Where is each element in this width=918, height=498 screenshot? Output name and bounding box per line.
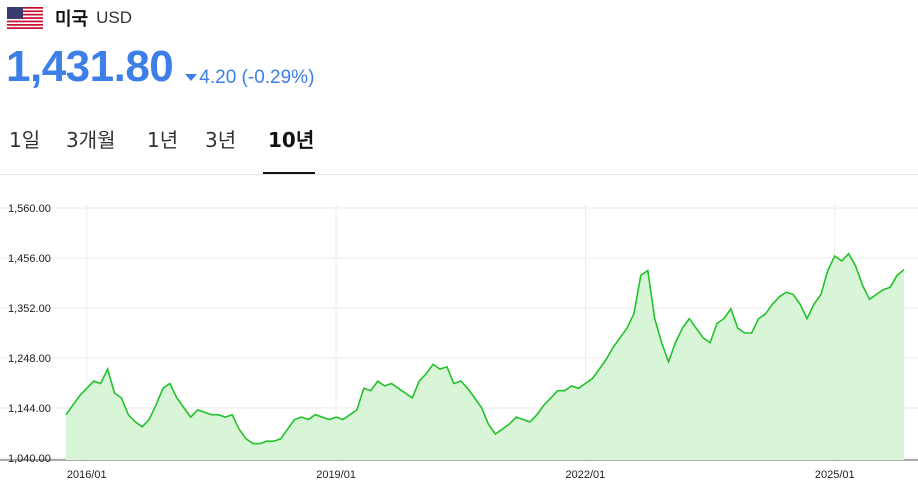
country-label: 미국 [55, 9, 89, 30]
tab-3-months[interactable]: 3개월 [66, 128, 116, 152]
current-price: 1,431.80 [6, 42, 174, 91]
exchange-rate-chart[interactable]: 1,560.00 1,456.00 1,352.00 1,248.00 1,144.00… [0, 190, 918, 495]
y-tick-label: 1,040.00 [8, 453, 51, 465]
us-flag-icon [7, 7, 43, 29]
currency-header: 미국 USD [7, 4, 132, 32]
tab-3-years[interactable]: 3년 [205, 128, 237, 152]
y-tick-label: 1,352.00 [8, 303, 51, 315]
down-triangle-icon [185, 74, 198, 81]
chart-area-fill [66, 253, 904, 460]
tab-1-year[interactable]: 1년 [147, 128, 179, 152]
quote-row: 1,431.80 4.20 (-0.29%) [6, 42, 314, 92]
chart-series-line [65, 252, 905, 445]
period-tabs: 1일 3개월 1년 3년 10년 [0, 118, 918, 174]
x-tick-label: 2019/01 [316, 469, 356, 481]
y-tick-label: 1,560.00 [8, 203, 51, 215]
price-change: 4.20 (-0.29%) [185, 67, 314, 89]
price-change-value: 4.20 (-0.29%) [199, 66, 315, 88]
currency-code: USD [96, 8, 133, 27]
active-tab-indicator [263, 172, 315, 174]
tabs-divider [0, 174, 918, 175]
y-tick-label: 1,144.00 [8, 403, 51, 415]
tab-10-years[interactable]: 10년 [268, 128, 315, 152]
y-tick-label: 1,456.00 [8, 253, 51, 265]
tab-1-day[interactable]: 1일 [9, 128, 41, 152]
x-tick-label: 2016/01 [67, 469, 107, 481]
x-tick-label: 2022/01 [566, 469, 606, 481]
y-tick-label: 1,248.00 [8, 353, 51, 365]
x-tick-label: 2025/01 [815, 469, 855, 481]
